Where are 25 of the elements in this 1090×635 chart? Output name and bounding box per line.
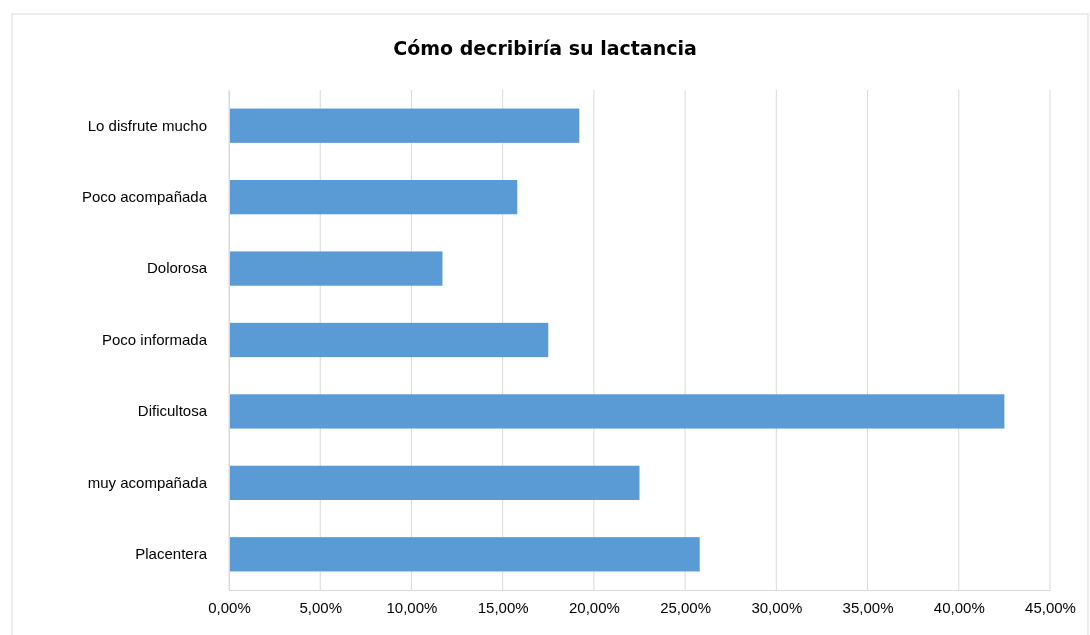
x-tick-label: 25,00% [660, 598, 712, 616]
bar [229, 394, 1005, 429]
bar [229, 108, 580, 143]
bar [229, 251, 443, 286]
x-tick-label: 45,00% [1025, 598, 1076, 616]
x-tick-label: 0,00% [208, 598, 251, 616]
y-tick-label: Placentera [135, 545, 208, 563]
y-tick-label: Dificultosa [137, 402, 208, 420]
y-tick-label: Lo disfrute mucho [87, 116, 207, 134]
bar [229, 537, 700, 572]
y-tick-label: Dolorosa [146, 259, 208, 277]
y-tick-label: Poco informada [101, 330, 208, 348]
y-tick-label: Poco acompañada [81, 187, 208, 205]
y-tick-label: muy acompañada [87, 473, 208, 491]
x-tick-label: 5,00% [299, 598, 342, 616]
chart-title: Cómo decribiría su lactancia [393, 37, 697, 59]
x-tick-label: 30,00% [751, 598, 803, 616]
x-tick-label: 15,00% [477, 598, 529, 616]
x-tick-label: 10,00% [386, 598, 438, 616]
bar [229, 180, 518, 215]
x-tick-label: 40,00% [933, 598, 985, 616]
x-tick-label: 20,00% [568, 598, 620, 616]
bar [229, 465, 640, 500]
bar [229, 322, 549, 358]
x-tick-label: 35,00% [842, 598, 894, 616]
